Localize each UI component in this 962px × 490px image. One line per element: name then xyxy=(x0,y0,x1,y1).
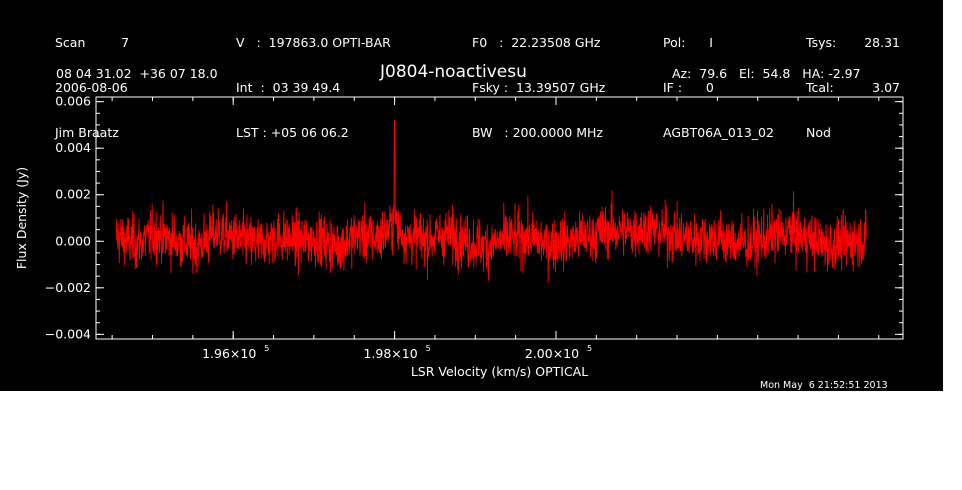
f0-label: F0 : 22.23508 GHz xyxy=(472,35,601,50)
coordinates-label: 08 04 31.02 +36 07 18.0 xyxy=(56,66,218,81)
axis-ticks: −0.004 −0.002 0.000 0.002 0.004 0.006 1.96×10 5… xyxy=(45,94,903,361)
x-tick-exponent: 5 xyxy=(264,344,269,353)
project-label: AGBT06A_013_02 xyxy=(663,125,774,140)
header-col5: Tsys: Tcal: Nod xyxy=(806,5,836,170)
header-col1: Scan 7 2006-08-06 Jim Braatz xyxy=(55,5,129,170)
x-tick-exponent: 5 xyxy=(587,344,592,353)
lst-label: LST : +05 06 06.2 xyxy=(236,125,349,140)
y-tick-label: 0.000 xyxy=(55,233,91,248)
tcal-value: 3.07 xyxy=(872,80,900,95)
spectrum-trace-group xyxy=(115,119,868,284)
spectrum-line xyxy=(115,119,868,284)
tsys-label: Tsys: xyxy=(806,35,837,50)
x-tick-label: 1.98×10 xyxy=(363,346,417,361)
y-tick-label: −0.004 xyxy=(45,326,91,341)
observer-label: Jim Braatz xyxy=(55,125,119,140)
x-tick-exponent: 5 xyxy=(426,344,431,353)
tsys-value: 28.31 xyxy=(864,35,900,50)
plot-frame xyxy=(95,96,904,340)
plot-panel: Scan 7 2006-08-06 Jim Braatz V : 197863.… xyxy=(0,0,943,391)
velocity-label: V : 197863.0 OPTI-BAR xyxy=(236,35,391,50)
x-tick-label: 1.96×10 xyxy=(202,346,256,361)
fsky-label: Fsky : 13.39507 GHz xyxy=(472,80,606,95)
pol-label: Pol: I xyxy=(663,35,713,50)
az-el-ha-label: Az: 79.6 El: 54.8 HA: -2.97 xyxy=(672,66,861,81)
header-col3: F0 : 22.23508 GHz Fsky : 13.39507 GHz BW… xyxy=(472,5,605,170)
header-col2: V : 197863.0 OPTI-BAR Int : 03 39 49.4 L… xyxy=(236,5,391,170)
y-tick-label: −0.002 xyxy=(45,280,91,295)
y-tick-label: 0.004 xyxy=(55,140,91,155)
header-col4: Pol: I IF : 0 AGBT06A_013_02 xyxy=(663,5,774,170)
y-tick-label: 0.002 xyxy=(55,187,91,202)
integration-label: Int : 03 39 49.4 xyxy=(236,80,341,95)
bw-label: BW : 200.0000 MHz xyxy=(472,125,603,140)
tcal-label: Tcal: xyxy=(806,80,834,95)
timestamp-label: Mon May 6 21:52:51 2013 xyxy=(760,380,888,391)
y-tick-label: 0.006 xyxy=(55,94,91,109)
header-col6: 28.31 3.07 xyxy=(850,5,900,125)
spectrum-chart: −0.004 −0.002 0.000 0.002 0.004 0.006 1.96×10 5… xyxy=(14,94,904,379)
nod-label: Nod xyxy=(806,125,831,140)
if-label: IF : 0 xyxy=(663,80,714,95)
x-axis-label: LSR Velocity (km/s) OPTICAL xyxy=(411,364,588,379)
date-label: 2006-08-06 xyxy=(55,80,128,95)
x-tick-label: 2.00×10 xyxy=(525,346,579,361)
scan-label: Scan 7 xyxy=(55,35,130,50)
y-axis-label: Flux Density (Jy) xyxy=(14,167,29,269)
source-title: J0804-noactivesu xyxy=(380,62,527,82)
